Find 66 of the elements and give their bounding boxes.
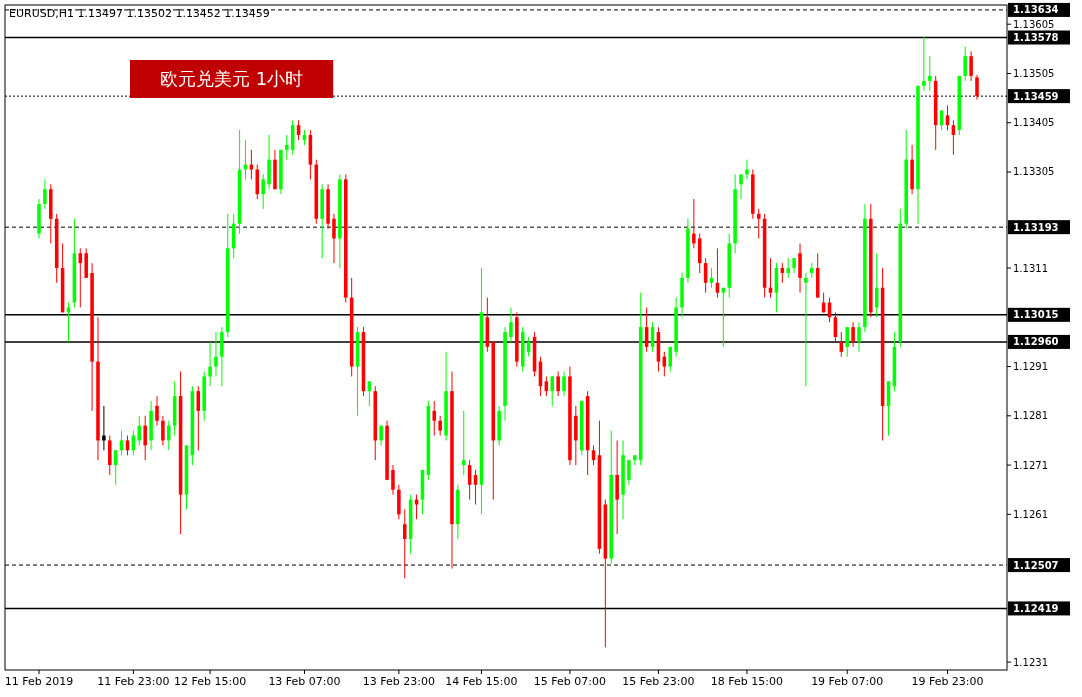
candlestick (739, 173, 743, 200)
ref-line-label: 1.13015 (1013, 309, 1059, 321)
x-tick-label: 12 Feb 15:00 (174, 675, 247, 688)
ref-line-label: 1.12960 (1013, 336, 1059, 348)
candlestick (432, 400, 437, 437)
x-tick-label: 11 Feb 23:00 (97, 675, 170, 688)
x-tick-label: 18 Feb 15:00 (710, 675, 784, 688)
candlestick (975, 74, 979, 101)
ref-line-label: 1.13193 (1013, 221, 1059, 233)
candlestick (963, 45, 967, 82)
candlestick (285, 134, 289, 161)
candlestick (214, 331, 218, 377)
y-tick-label: 1.1291 (1013, 361, 1048, 373)
candlestick (261, 173, 265, 210)
candlestick (332, 213, 336, 264)
y-tick-label: 1.1231 (1013, 656, 1048, 668)
title: 欧元兑美元 1小时 (130, 60, 334, 98)
candlestick (556, 370, 560, 397)
candlestick (161, 415, 165, 446)
candlestick (43, 178, 47, 210)
x-tick-label: 13 Feb 23:00 (362, 675, 435, 688)
candlestick (851, 321, 855, 348)
y-tick-label: 1.13305 (1013, 166, 1055, 178)
candlestick (391, 464, 395, 496)
x-tick-label: 14 Feb 15:00 (445, 675, 518, 688)
candlestick (969, 50, 973, 82)
x-tick-label: 19 Feb 23:00 (911, 675, 984, 688)
candlestick (857, 321, 861, 353)
ref-line-label: 1.13634 (1013, 4, 1059, 16)
y-tick-label: 1.13505 (1013, 67, 1055, 79)
candlestick (804, 272, 808, 387)
candlestick (692, 198, 696, 249)
y-tick-label: 1.1261 (1013, 508, 1048, 520)
y-tick-label: 1.13405 (1013, 117, 1055, 129)
candlestick (845, 326, 849, 358)
x-tick-label: 11 Feb 2019 (4, 675, 74, 688)
y-tick-label: 1.1271 (1013, 459, 1048, 471)
x-tick-label: 19 Feb 07:00 (811, 675, 884, 688)
candlestick (509, 306, 513, 343)
candlestick (627, 459, 631, 486)
candlestick (402, 508, 407, 579)
candlestick (461, 410, 466, 476)
x-tick-label: 15 Feb 07:00 (533, 675, 607, 688)
y-tick-label: 1.13605 (1013, 18, 1055, 30)
candlestick (208, 341, 212, 387)
y-tick-label: 1.1311 (1013, 262, 1048, 274)
x-tick-label: 15 Feb 23:00 (622, 675, 695, 688)
candlestick (102, 405, 106, 451)
candlestick (745, 159, 749, 180)
candlestick (928, 55, 932, 92)
candlestick (550, 375, 555, 407)
y-tick-label: 1.1281 (1013, 410, 1048, 422)
candlestick (562, 370, 566, 397)
candlestick (786, 257, 790, 279)
ref-line-label: 1.13578 (1013, 32, 1059, 44)
candlestick (143, 415, 147, 461)
candlestick (155, 395, 159, 427)
candlestick (167, 420, 171, 451)
candlestick (668, 346, 672, 372)
candlestick (922, 36, 926, 92)
x-tick-label: 13 Feb 07:00 (268, 675, 341, 688)
ref-line-label: 1.13459 (1013, 90, 1059, 102)
ref-line-label: 1.12507 (1013, 559, 1059, 571)
chart-subtitle: EURUSD,H1 1.13497 1.13502 1.13452 1.13459 (9, 7, 270, 20)
candlestick (438, 415, 442, 437)
ref-line-label: 1.12419 (1013, 602, 1059, 614)
